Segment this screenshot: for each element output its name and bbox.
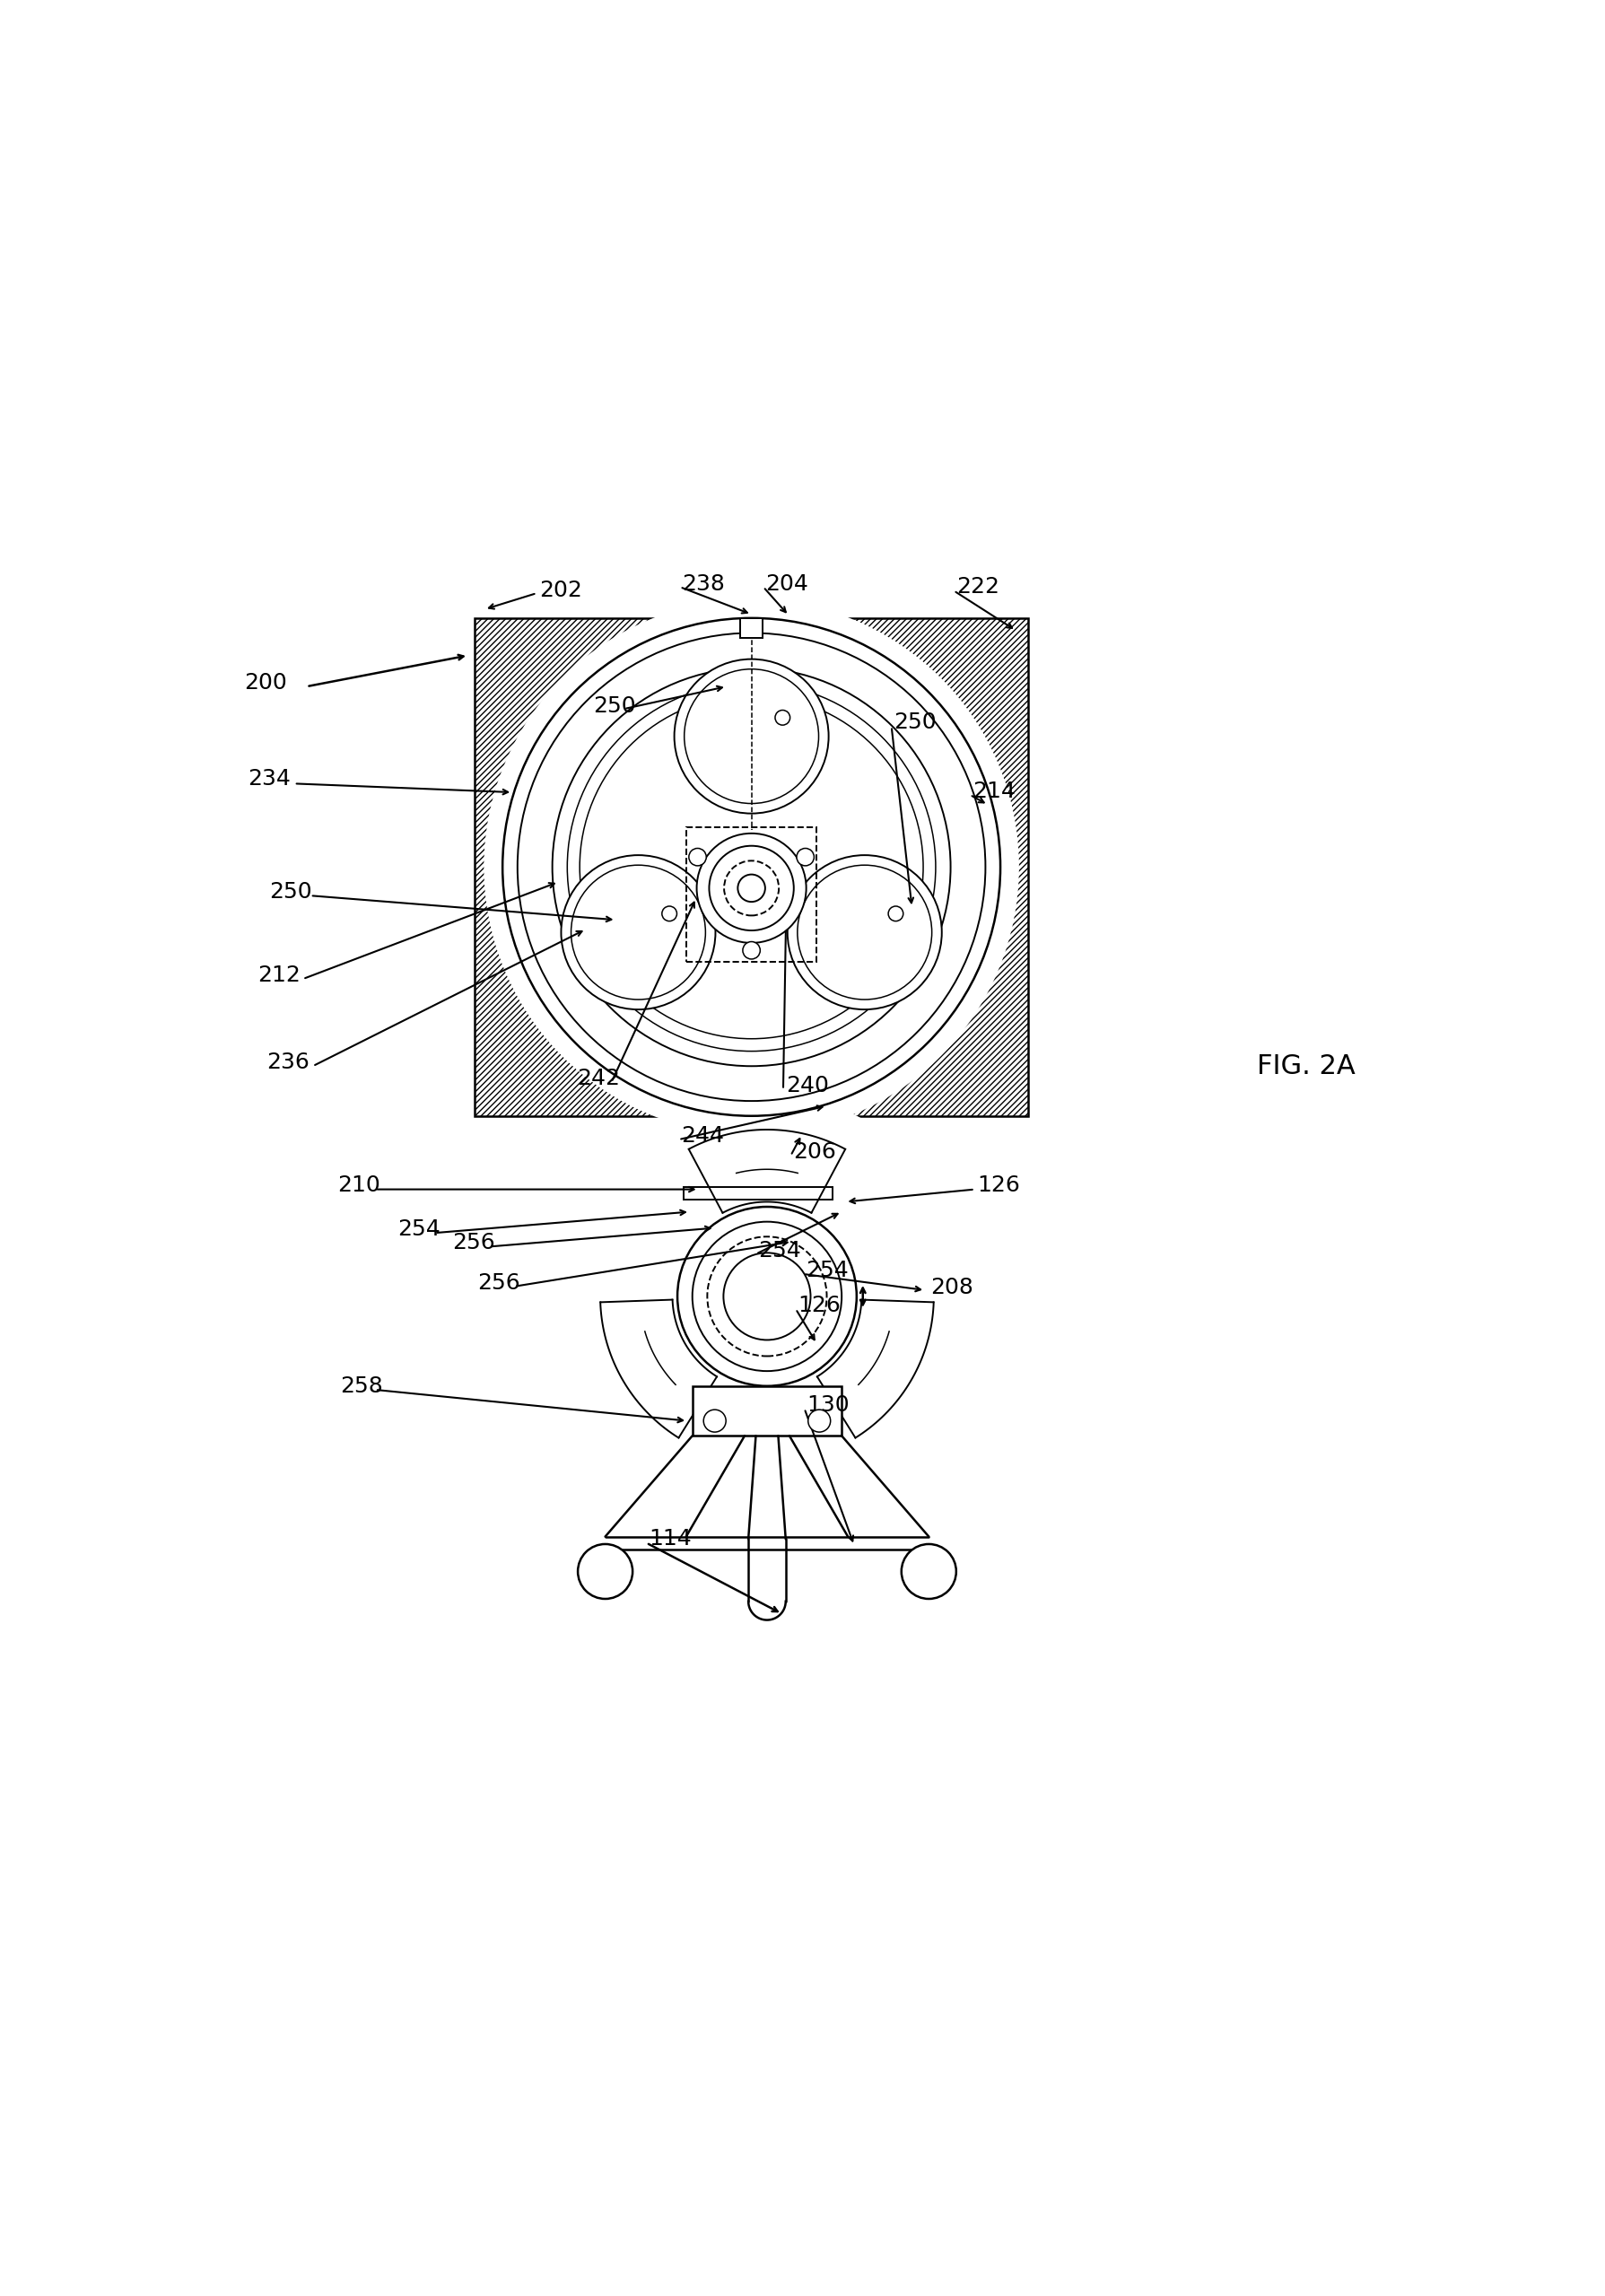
Text: 244: 244 — [681, 1125, 724, 1146]
Text: 204: 204 — [766, 574, 809, 595]
Text: 212: 212 — [258, 964, 300, 985]
Text: 238: 238 — [682, 574, 725, 595]
Circle shape — [807, 1410, 830, 1433]
Circle shape — [565, 1095, 968, 1497]
Text: 208: 208 — [929, 1277, 973, 1300]
Text: 256: 256 — [477, 1272, 520, 1293]
Text: 202: 202 — [539, 581, 583, 602]
Text: 256: 256 — [453, 1233, 494, 1254]
Circle shape — [796, 847, 814, 866]
Text: 126: 126 — [977, 1176, 1019, 1196]
Bar — [684, 1187, 833, 1199]
Text: 250: 250 — [592, 696, 636, 716]
Bar — [740, 618, 762, 638]
Bar — [692, 1387, 841, 1435]
Circle shape — [888, 907, 902, 921]
Circle shape — [743, 941, 759, 960]
Text: 126: 126 — [798, 1295, 841, 1316]
Text: 254: 254 — [806, 1261, 847, 1281]
Text: 200: 200 — [244, 673, 287, 693]
Text: 206: 206 — [793, 1141, 836, 1162]
Circle shape — [900, 1545, 955, 1598]
Text: 240: 240 — [785, 1075, 828, 1097]
Text: 258: 258 — [340, 1375, 382, 1396]
Circle shape — [578, 1545, 632, 1598]
Text: 250: 250 — [894, 712, 936, 732]
Text: 236: 236 — [266, 1052, 310, 1072]
Text: 250: 250 — [270, 882, 311, 902]
Text: 234: 234 — [247, 767, 291, 790]
Text: 130: 130 — [806, 1394, 849, 1414]
Circle shape — [483, 599, 1019, 1134]
Circle shape — [674, 659, 828, 813]
Text: 210: 210 — [337, 1176, 380, 1196]
Circle shape — [786, 854, 941, 1010]
Circle shape — [775, 709, 790, 726]
Bar — [475, 618, 1027, 1116]
Text: 114: 114 — [648, 1529, 692, 1550]
Circle shape — [697, 833, 806, 944]
Text: 254: 254 — [396, 1219, 440, 1240]
Bar — [685, 827, 817, 962]
Text: 254: 254 — [758, 1240, 801, 1261]
Text: 214: 214 — [971, 781, 1014, 801]
Circle shape — [677, 1208, 855, 1387]
Circle shape — [661, 907, 676, 921]
Circle shape — [689, 847, 706, 866]
Text: 242: 242 — [576, 1068, 620, 1088]
Circle shape — [703, 1410, 725, 1433]
Circle shape — [737, 875, 764, 902]
Text: 222: 222 — [955, 576, 998, 597]
Circle shape — [560, 854, 716, 1010]
Text: FIG. 2A: FIG. 2A — [1257, 1054, 1355, 1079]
